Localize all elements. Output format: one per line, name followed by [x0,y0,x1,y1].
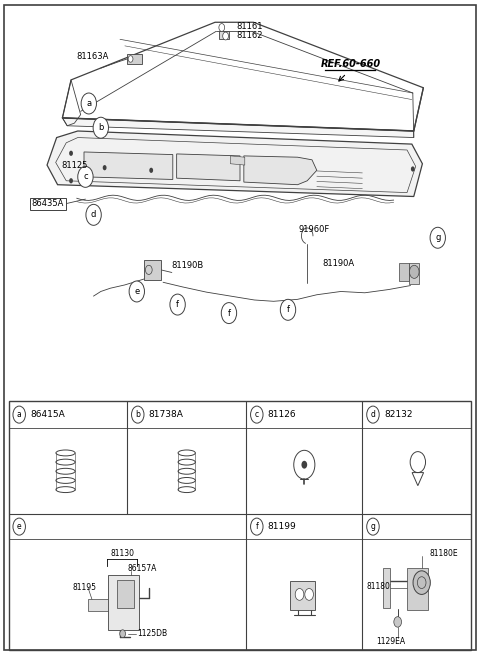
Text: 81161: 81161 [236,22,263,31]
FancyBboxPatch shape [219,31,229,39]
Polygon shape [84,152,173,179]
FancyBboxPatch shape [409,263,419,284]
Text: b: b [98,123,104,132]
Text: REF.60-660: REF.60-660 [320,59,381,69]
Text: 1125DB: 1125DB [137,629,167,638]
Text: 1129EA: 1129EA [376,637,405,646]
Circle shape [394,617,401,627]
FancyBboxPatch shape [144,260,161,280]
Circle shape [411,166,415,172]
Text: g: g [435,233,441,242]
Text: b: b [135,410,140,419]
Text: 86415A: 86415A [30,410,65,419]
FancyBboxPatch shape [88,599,108,610]
Text: f: f [228,309,230,318]
Circle shape [81,93,96,114]
Polygon shape [244,156,317,185]
Text: d: d [371,410,375,419]
Circle shape [301,461,307,469]
Circle shape [149,168,153,173]
FancyBboxPatch shape [290,582,315,610]
Text: f: f [287,305,289,314]
Circle shape [251,518,263,535]
Text: e: e [134,287,139,296]
Text: a: a [86,99,91,108]
Circle shape [409,265,419,278]
Text: c: c [83,172,88,181]
Circle shape [223,32,228,40]
Polygon shape [230,156,245,165]
Text: 81190B: 81190B [172,261,204,271]
Text: f: f [176,300,179,309]
Circle shape [251,406,263,423]
Polygon shape [177,154,240,181]
Text: 81180: 81180 [367,582,390,591]
Text: 81195: 81195 [72,584,96,592]
Text: 81162: 81162 [236,31,263,40]
FancyBboxPatch shape [117,580,133,608]
FancyBboxPatch shape [30,198,66,210]
FancyBboxPatch shape [407,568,429,610]
Circle shape [13,518,25,535]
Circle shape [132,406,144,423]
Text: 91960F: 91960F [299,225,330,234]
Text: d: d [91,210,96,219]
Text: 81180E: 81180E [429,550,458,558]
Text: 81738A: 81738A [149,410,184,419]
Circle shape [78,166,93,187]
Circle shape [86,204,101,225]
Text: g: g [371,522,375,531]
Text: 82132: 82132 [384,410,412,419]
Circle shape [221,303,237,324]
FancyBboxPatch shape [108,575,139,630]
Polygon shape [47,131,422,196]
Text: 81163A: 81163A [77,52,109,62]
Circle shape [128,56,133,62]
Text: 81125: 81125 [61,160,88,170]
Circle shape [367,518,379,535]
FancyBboxPatch shape [383,568,391,608]
Text: 81199: 81199 [268,522,297,531]
Circle shape [129,281,144,302]
Circle shape [295,588,304,600]
Circle shape [120,630,126,638]
Text: a: a [17,410,22,419]
Text: 86157A: 86157A [128,564,157,572]
Text: f: f [255,522,258,531]
Text: 86435A: 86435A [32,199,64,208]
Circle shape [69,151,73,156]
Text: 81126: 81126 [268,410,297,419]
FancyBboxPatch shape [399,263,409,281]
Circle shape [219,24,225,31]
Text: 81190A: 81190A [323,259,355,268]
FancyBboxPatch shape [127,54,142,64]
Circle shape [280,299,296,320]
Text: e: e [17,522,22,531]
Circle shape [413,571,430,595]
Circle shape [69,178,73,183]
Circle shape [170,294,185,315]
Circle shape [103,165,107,170]
Circle shape [367,406,379,423]
Text: c: c [255,410,259,419]
Text: 81130: 81130 [110,550,134,558]
Circle shape [305,588,313,600]
Circle shape [93,117,108,138]
Circle shape [13,406,25,423]
Polygon shape [62,118,414,138]
Circle shape [430,227,445,248]
